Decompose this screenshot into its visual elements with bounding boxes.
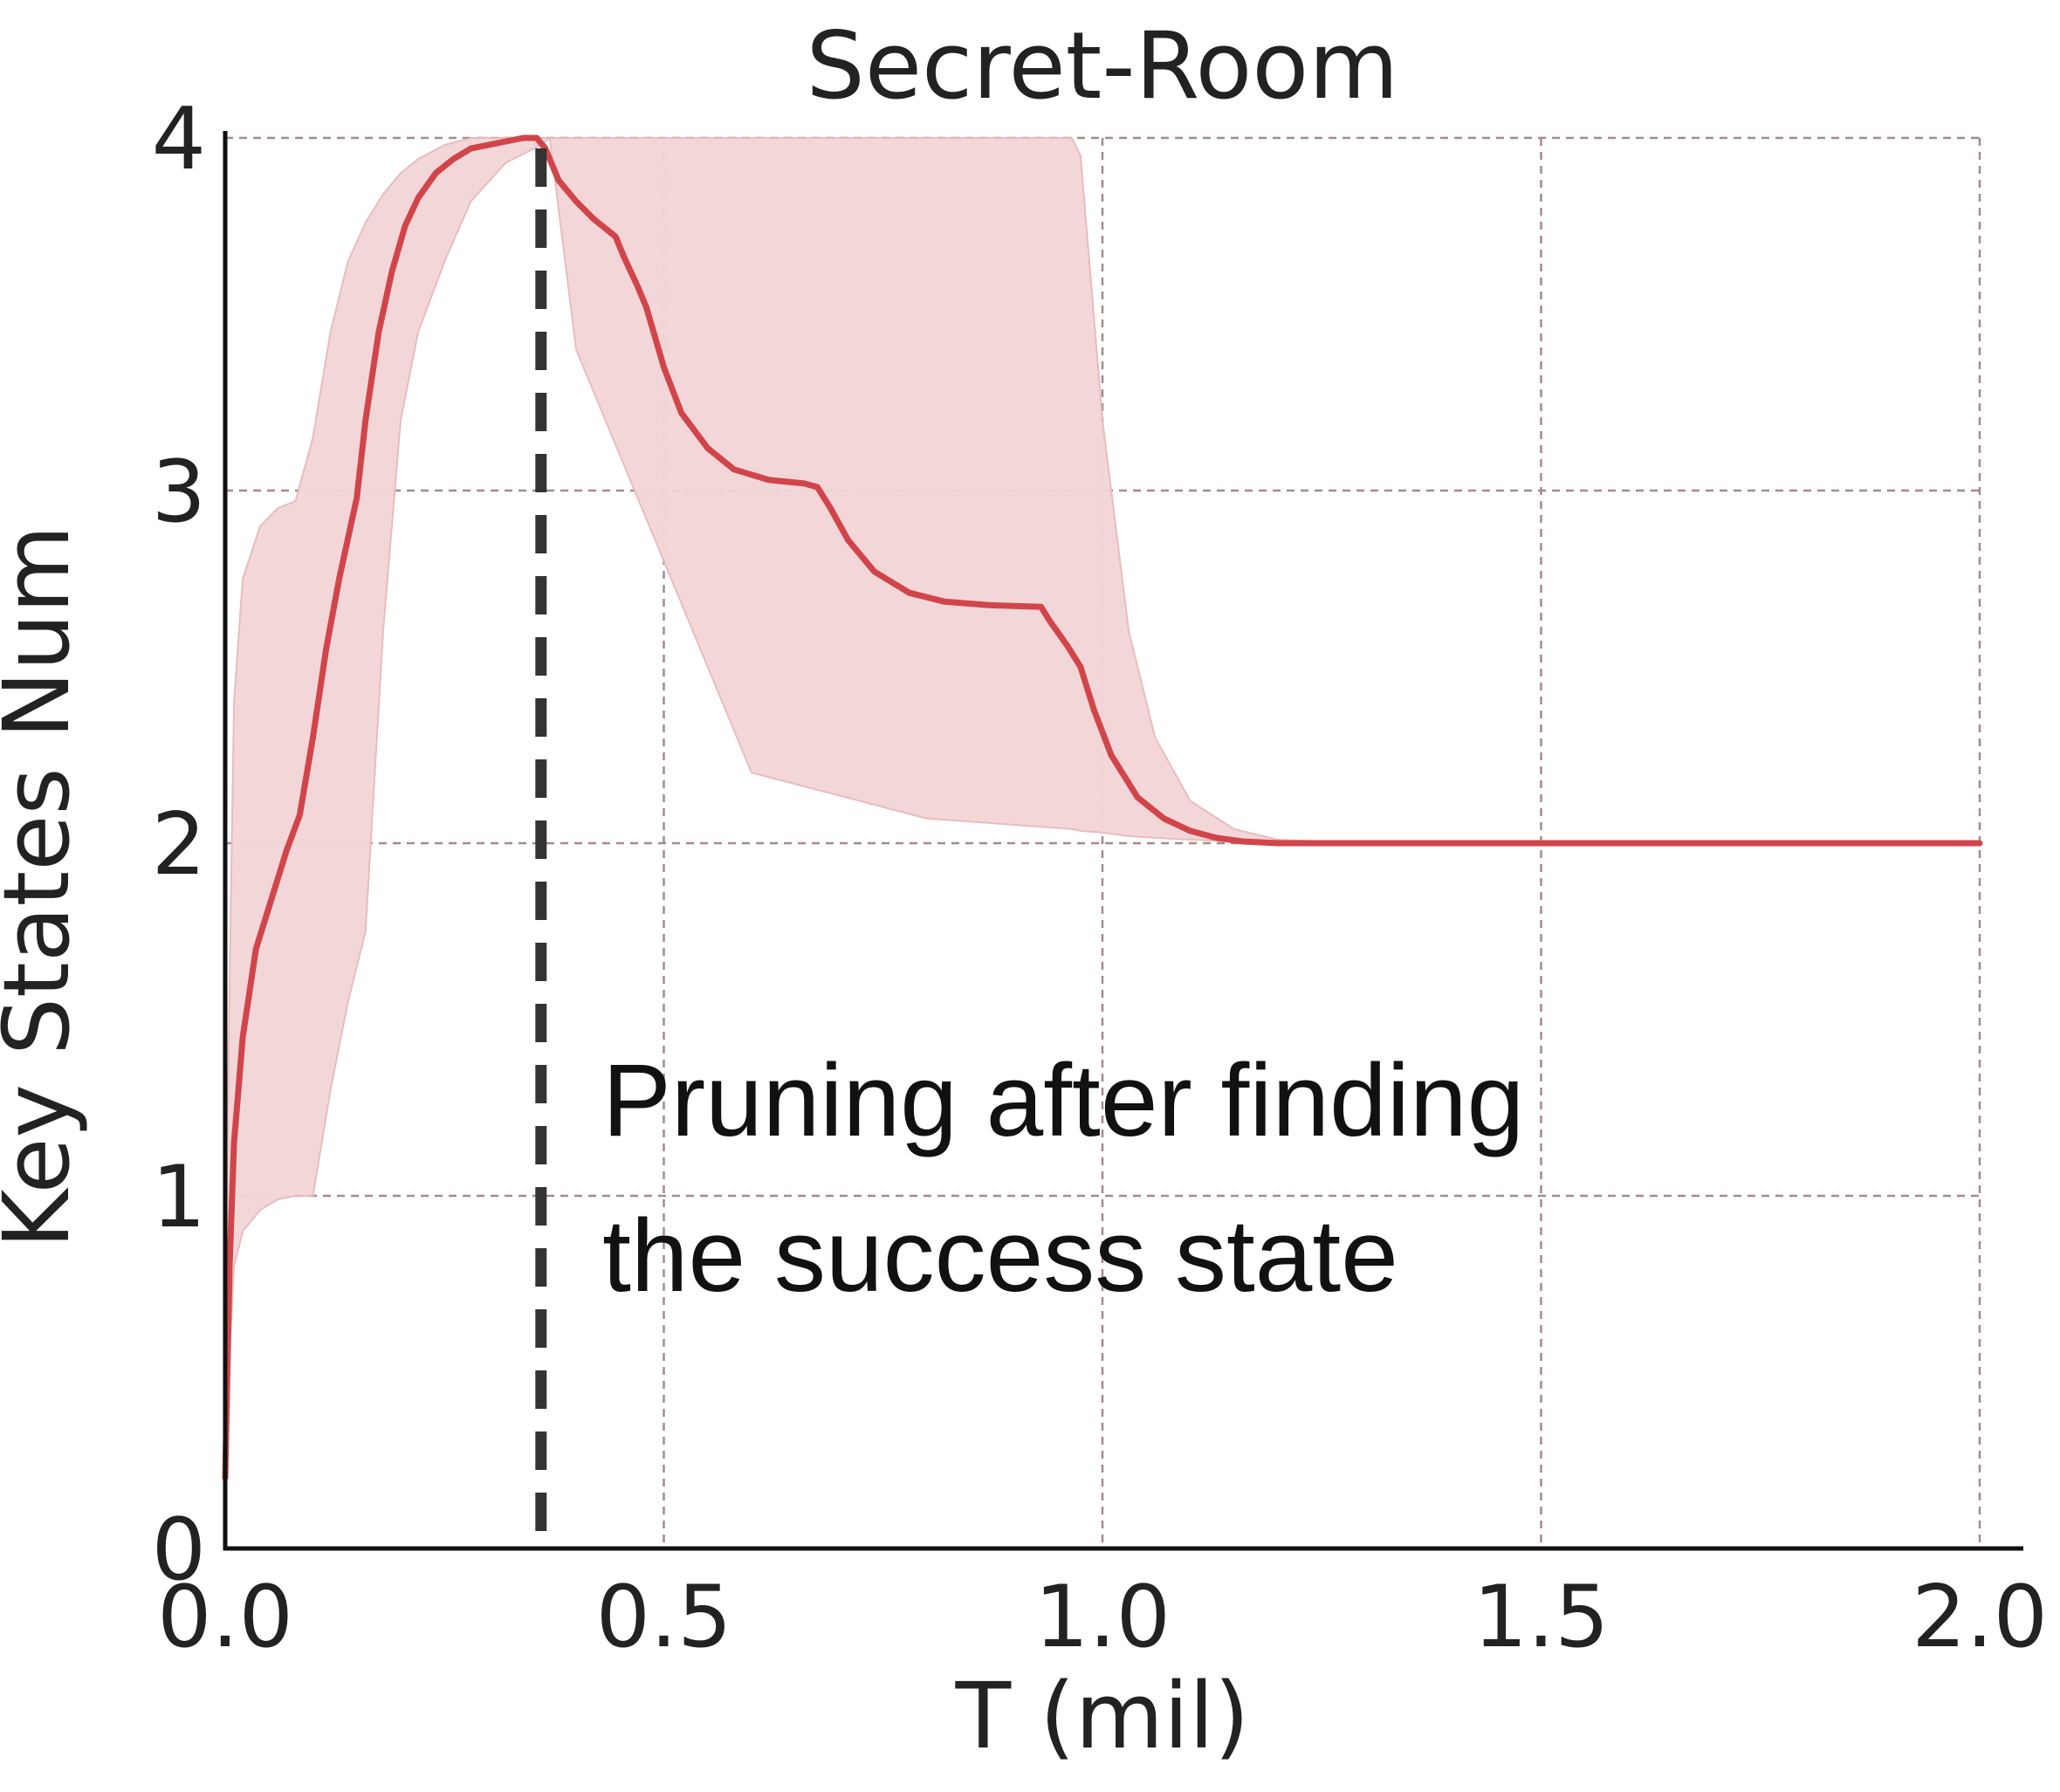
x-axis-label: T (mil) — [955, 1663, 1250, 1769]
annotation-line-1: Pruning after finding — [602, 1043, 1524, 1158]
y-tick-label: 2 — [152, 795, 206, 895]
annotation-line-2: the success state — [602, 1198, 1398, 1314]
y-axis-ticks: 0 1 2 3 4 — [152, 90, 206, 1600]
x-tick-label: 0.5 — [596, 1568, 732, 1667]
series-line — [222, 134, 1983, 1481]
x-tick-label: 1.0 — [1034, 1568, 1171, 1667]
x-tick-label: 0.0 — [157, 1568, 293, 1667]
y-tick-label: 0 — [152, 1500, 206, 1600]
y-tick-label: 1 — [152, 1148, 206, 1247]
x-tick-label: 2.0 — [1912, 1568, 2048, 1667]
variance-band — [224, 136, 1980, 1531]
x-tick-label: 1.5 — [1473, 1568, 1610, 1667]
chart-title: Secret-Room — [807, 12, 1399, 120]
y-axis-label: Key States Num — [0, 525, 90, 1248]
annotation: Pruning after finding the success state — [602, 1043, 1524, 1314]
x-axis-ticks: 0.0 0.5 1.0 1.5 2.0 — [157, 1568, 2048, 1667]
y-tick-label: 3 — [152, 443, 206, 542]
y-tick-label: 4 — [152, 90, 206, 189]
axes — [223, 131, 2023, 1551]
